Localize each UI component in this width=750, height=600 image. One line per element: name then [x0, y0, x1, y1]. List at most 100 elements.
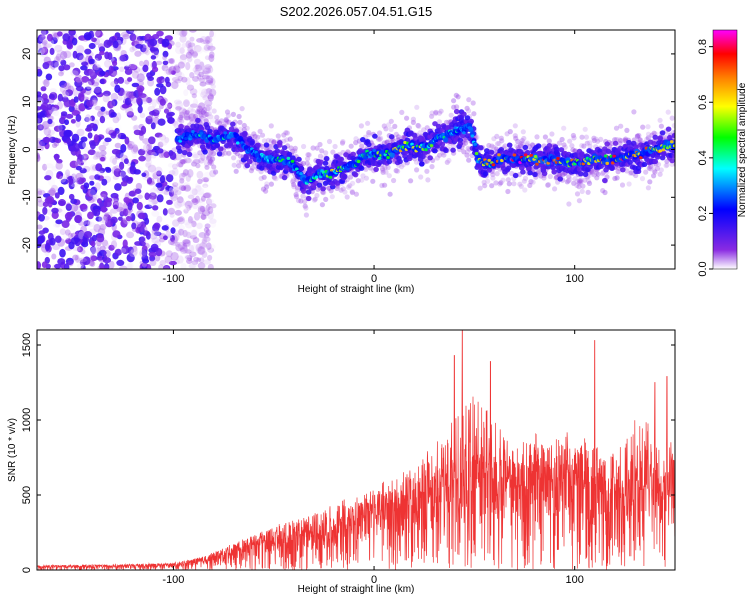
- spectral-blob: [89, 254, 96, 263]
- spectral-blob: [38, 35, 48, 43]
- spectral-blob: [637, 137, 643, 143]
- spectral-blob: [187, 49, 195, 56]
- spectral-blob: [172, 198, 178, 205]
- spectral-blob: [179, 34, 187, 43]
- spectral-blob: [156, 76, 164, 84]
- spectral-blob: [166, 199, 173, 205]
- spectral-blob: [395, 168, 401, 174]
- spectral-blob: [574, 182, 580, 188]
- spectral-blob: [189, 113, 197, 120]
- spectral-blob: [399, 109, 405, 115]
- spectral-blob: [249, 140, 255, 146]
- spectral-blob: [173, 30, 179, 36]
- spectral-blob: [41, 261, 48, 269]
- spectral-blob: [198, 198, 204, 203]
- spectral-blob: [175, 41, 181, 48]
- spectral-blob: [41, 120, 50, 130]
- spectral-blob: [197, 185, 206, 194]
- spectral-blob: [89, 246, 99, 255]
- spectral-blob: [512, 123, 518, 129]
- spectral-blob: [70, 237, 79, 245]
- spectral-blob: [168, 187, 174, 193]
- spectral-blob: [103, 241, 110, 249]
- spectral-blob: [196, 257, 202, 263]
- spectral-blob: [138, 212, 146, 220]
- spectral-blob: [627, 170, 633, 176]
- spectral-blob: [605, 148, 612, 154]
- spectral-blob: [264, 184, 270, 190]
- spectral-blob: [120, 219, 128, 228]
- spectral-blob: [120, 217, 127, 225]
- spectral-blob: [86, 99, 94, 108]
- spectral-blob: [47, 129, 55, 136]
- spectral-blob: [82, 141, 88, 149]
- spectral-blob: [84, 116, 90, 123]
- spectral-blob: [153, 222, 161, 230]
- spectral-blob: [180, 36, 186, 43]
- spectral-blob: [635, 165, 642, 171]
- spectral-blob: [462, 140, 469, 146]
- spectral-blob: [284, 137, 290, 143]
- spectral-blob: [188, 116, 195, 122]
- spectral-blob: [158, 264, 164, 269]
- spectral-blob: [90, 81, 100, 87]
- spectral-blob: [100, 156, 106, 162]
- spectral-blob: [299, 172, 303, 176]
- spectral-blob: [129, 46, 135, 53]
- spectral-blob: [201, 248, 207, 254]
- spectral-blob: [147, 76, 154, 81]
- spectral-blob: [293, 194, 300, 200]
- spectral-blob: [75, 114, 82, 122]
- spectral-blob: [101, 215, 108, 225]
- spectral-blob: [382, 165, 388, 171]
- spectral-blob: [214, 143, 220, 149]
- spectral-blob: [353, 191, 359, 197]
- spectral-blob: [188, 263, 196, 269]
- spectral-blob: [74, 254, 80, 263]
- spectral-blob: [73, 205, 81, 213]
- spectral-blob: [198, 112, 204, 118]
- spectral-blob: [167, 117, 175, 124]
- spectral-blob: [673, 162, 675, 167]
- spectral-blob: [505, 188, 511, 195]
- spectral-blob: [295, 197, 302, 204]
- spectral-blob: [365, 132, 372, 138]
- spectral-blob: [570, 132, 577, 139]
- spectral-blob: [414, 167, 420, 173]
- spectral-blob: [291, 184, 297, 190]
- spectral-blob: [306, 152, 312, 158]
- spectral-blob: [41, 46, 49, 56]
- spectral-blob: [585, 189, 591, 195]
- spectral-blob: [338, 187, 344, 193]
- spectral-blob: [141, 265, 148, 269]
- spectral-blob: [286, 151, 293, 157]
- spectral-blob: [128, 94, 134, 102]
- spectral-blob: [317, 159, 324, 165]
- spectral-blob: [464, 115, 471, 121]
- spectral-blob: [180, 185, 186, 192]
- spectral-blob: [572, 176, 578, 182]
- spectral-blob: [230, 121, 236, 127]
- spectral-blob: [502, 143, 508, 149]
- spectral-blob: [162, 265, 171, 269]
- spectral-blob: [156, 83, 164, 88]
- spectral-blob: [187, 43, 193, 50]
- spectral-blob: [433, 109, 439, 115]
- spectral-blob: [553, 146, 560, 152]
- spectral-blob: [178, 181, 186, 187]
- spectral-blob: [190, 216, 197, 225]
- spectral-blob: [595, 171, 601, 177]
- spectral-blob: [48, 187, 56, 197]
- spectral-blob: [142, 258, 150, 264]
- spectral-blob: [126, 263, 133, 269]
- spectral-blob: [135, 182, 143, 190]
- spectral-blob: [189, 36, 195, 42]
- spectral-blob: [93, 208, 101, 217]
- spectral-blob: [183, 112, 191, 121]
- spectral-blob: [185, 221, 193, 229]
- spectral-blob: [37, 261, 42, 269]
- spectral-blob: [138, 81, 145, 86]
- spectral-blob: [182, 243, 188, 251]
- spectral-blob: [97, 265, 104, 269]
- spectral-blob: [598, 163, 604, 169]
